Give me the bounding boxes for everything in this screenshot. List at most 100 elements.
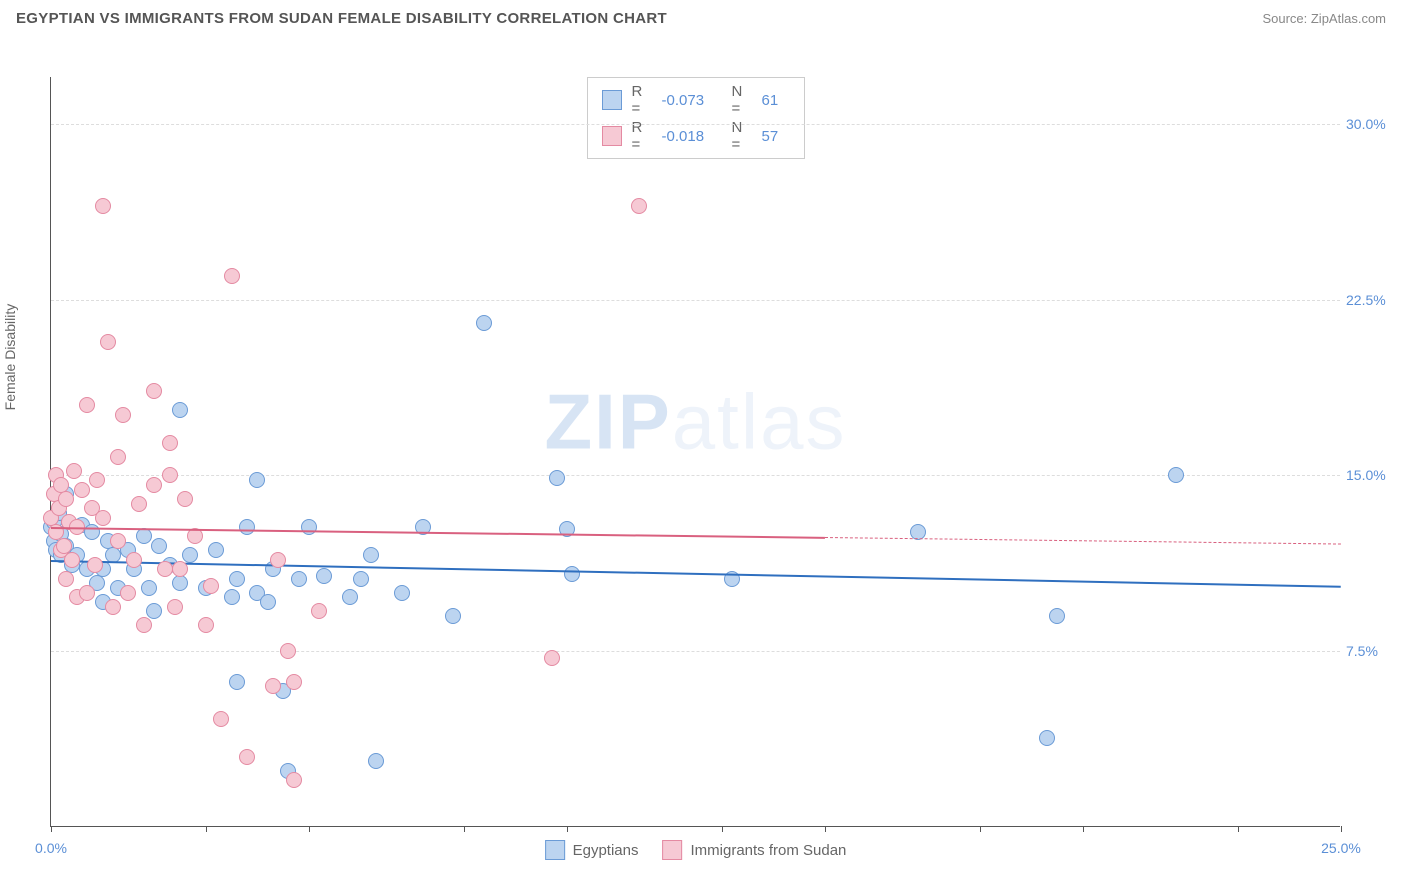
chart-title: EGYPTIAN VS IMMIGRANTS FROM SUDAN FEMALE… <box>16 10 667 27</box>
scatter-point <box>120 585 136 601</box>
scatter-point <box>64 552 80 568</box>
x-tick <box>567 826 568 832</box>
scatter-point <box>79 397 95 413</box>
x-tick <box>309 826 310 832</box>
scatter-point <box>115 407 131 423</box>
scatter-point <box>564 566 580 582</box>
scatter-point <box>157 561 173 577</box>
y-tick-label: 15.0% <box>1346 467 1396 483</box>
scatter-point <box>84 524 100 540</box>
x-tick-label: 25.0% <box>1321 840 1361 856</box>
scatter-point <box>167 599 183 615</box>
scatter-point <box>445 608 461 624</box>
scatter-point <box>58 571 74 587</box>
y-tick-label: 30.0% <box>1346 116 1396 132</box>
chart-container: Female Disability ZIPatlas R =-0.073N =6… <box>0 35 1406 855</box>
x-tick-label: 0.0% <box>35 840 67 856</box>
x-tick <box>825 826 826 832</box>
trend-line <box>51 527 825 539</box>
y-tick-label: 22.5% <box>1346 292 1396 308</box>
scatter-point <box>151 538 167 554</box>
scatter-point <box>265 678 281 694</box>
gridline <box>51 651 1340 652</box>
scatter-point <box>162 467 178 483</box>
scatter-point <box>213 711 229 727</box>
legend-row: R =-0.073N =61 <box>602 82 790 118</box>
scatter-point <box>58 491 74 507</box>
y-tick-label: 7.5% <box>1346 643 1396 659</box>
scatter-point <box>141 580 157 596</box>
scatter-point <box>177 491 193 507</box>
gridline <box>51 475 1340 476</box>
scatter-point <box>342 589 358 605</box>
scatter-point <box>146 477 162 493</box>
scatter-point <box>100 334 116 350</box>
scatter-point <box>270 552 286 568</box>
scatter-point <box>224 268 240 284</box>
trend-line <box>825 537 1341 545</box>
y-axis-label: Female Disability <box>2 304 18 411</box>
scatter-point <box>394 585 410 601</box>
scatter-point <box>631 198 647 214</box>
scatter-point <box>229 674 245 690</box>
scatter-point <box>74 482 90 498</box>
scatter-point <box>353 571 369 587</box>
scatter-point <box>1168 467 1184 483</box>
legend-swatch <box>602 90 622 110</box>
scatter-point <box>286 674 302 690</box>
scatter-point <box>239 749 255 765</box>
scatter-point <box>1039 730 1055 746</box>
scatter-point <box>95 510 111 526</box>
scatter-point <box>172 575 188 591</box>
trend-line <box>51 560 1341 588</box>
scatter-point <box>280 643 296 659</box>
x-tick <box>1238 826 1239 832</box>
legend-label: Immigrants from Sudan <box>690 842 846 859</box>
scatter-point <box>203 578 219 594</box>
scatter-point <box>131 496 147 512</box>
scatter-point <box>249 472 265 488</box>
scatter-point <box>110 449 126 465</box>
x-tick <box>1341 826 1342 832</box>
scatter-point <box>239 519 255 535</box>
x-tick <box>722 826 723 832</box>
series-legend: Egyptians Immigrants from Sudan <box>545 840 847 860</box>
scatter-point <box>368 753 384 769</box>
scatter-point <box>162 435 178 451</box>
scatter-point <box>363 547 379 563</box>
scatter-point <box>260 594 276 610</box>
legend-swatch <box>545 840 565 860</box>
legend-item: Egyptians <box>545 840 639 860</box>
x-tick <box>206 826 207 832</box>
legend-swatch <box>602 126 622 146</box>
scatter-point <box>146 603 162 619</box>
scatter-point <box>105 599 121 615</box>
x-tick <box>464 826 465 832</box>
plot-area: ZIPatlas R =-0.073N =61R =-0.018N =57 Eg… <box>50 77 1340 827</box>
legend-item: Immigrants from Sudan <box>662 840 846 860</box>
scatter-point <box>549 470 565 486</box>
scatter-point <box>172 561 188 577</box>
scatter-point <box>136 528 152 544</box>
scatter-point <box>110 533 126 549</box>
x-tick <box>1083 826 1084 832</box>
scatter-point <box>198 617 214 633</box>
scatter-point <box>95 198 111 214</box>
scatter-point <box>79 585 95 601</box>
scatter-point <box>301 519 317 535</box>
scatter-point <box>87 557 103 573</box>
scatter-point <box>1049 608 1065 624</box>
scatter-point <box>182 547 198 563</box>
scatter-point <box>229 571 245 587</box>
scatter-point <box>544 650 560 666</box>
watermark: ZIPatlas <box>544 376 846 467</box>
correlation-legend: R =-0.073N =61R =-0.018N =57 <box>587 77 805 159</box>
scatter-point <box>66 463 82 479</box>
scatter-point <box>126 552 142 568</box>
scatter-point <box>224 589 240 605</box>
scatter-point <box>476 315 492 331</box>
scatter-point <box>286 772 302 788</box>
x-tick <box>980 826 981 832</box>
source-attribution: Source: ZipAtlas.com <box>1262 11 1386 26</box>
scatter-point <box>311 603 327 619</box>
